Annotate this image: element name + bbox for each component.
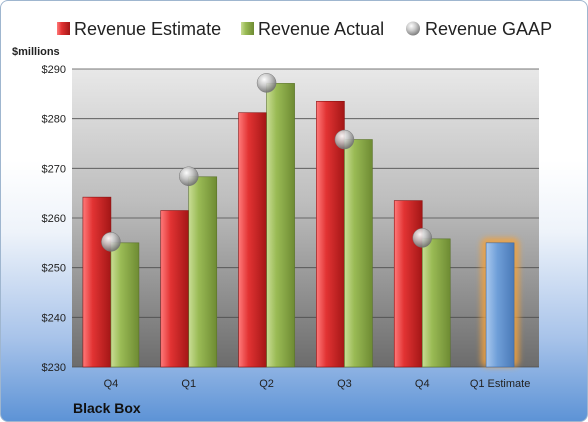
bubble-revenue-gaap [179,166,199,187]
bar-revenue-actual [266,83,295,368]
bars [82,83,520,368]
x-tick-label: Q3 [337,378,352,390]
bar-revenue-actual [188,176,218,368]
y-tick-label: $250 [42,263,66,275]
y-tick-label: $230 [42,362,66,374]
legend-gaap-swatch [406,21,420,36]
bar-revenue-estimate [238,112,267,368]
y-tick-label: $270 [42,163,66,175]
legend-actual-label: Revenue Actual [258,19,384,39]
legend-estimate-swatch [57,22,70,35]
legend-estimate-label: Revenue Estimate [74,19,221,39]
bubble-revenue-gaap [412,228,432,248]
y-tick-label: $260 [42,213,66,225]
legend: Revenue Estimate Revenue Actual Revenue … [57,19,552,39]
grid-lines [72,68,539,368]
bar-revenue-actual [421,238,451,368]
legend-gaap-label: Revenue GAAP [425,19,552,39]
bar-revenue-estimate [160,210,190,368]
bubble-revenue-gaap [334,129,355,150]
x-tick-label: Q4 [415,378,430,390]
bubble-revenue-gaap [256,73,277,93]
bar-next-estimate [485,242,515,368]
y-tick-label: $290 [42,64,66,76]
y-axis-unit-label: $millions [12,46,60,58]
company-name: Black Box [73,400,141,416]
x-tick-label: Q2 [259,378,274,390]
x-axis-ticks: Q4 Q1 Q2 Q3 Q4 Q1 Estimate [104,378,531,390]
x-tick-label: Q4 [104,378,119,390]
bar-revenue-actual [110,242,140,368]
bar-revenue-estimate [393,200,423,368]
y-tick-label: $240 [42,312,66,324]
bar-revenue-actual [344,139,373,368]
legend-actual-swatch [241,22,254,35]
x-tick-label: Q1 Estimate [470,378,531,390]
gaap-bubbles [101,73,432,252]
bubble-revenue-gaap [101,232,121,252]
y-axis-ticks: $230 $240 $250 $260 $270 $280 $290 [42,64,66,374]
x-tick-label: Q1 [181,378,196,390]
bar-revenue-estimate [82,196,112,368]
y-tick-label: $280 [42,114,66,126]
